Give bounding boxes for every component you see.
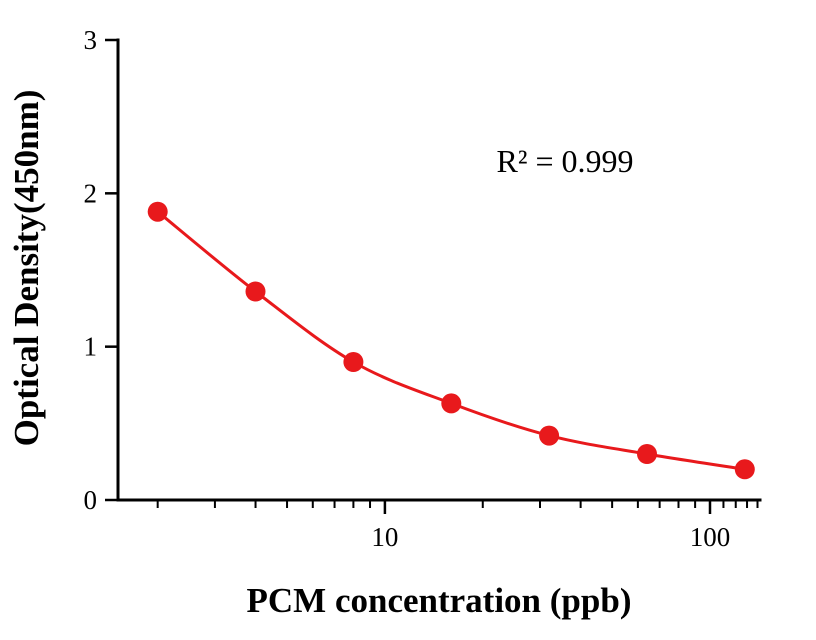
x-tick-label: 100 bbox=[690, 522, 731, 552]
y-tick-label: 0 bbox=[84, 485, 98, 515]
fit-curve bbox=[156, 210, 746, 471]
axes bbox=[116, 38, 762, 502]
y-axis-title: Optical Density(450nm) bbox=[7, 90, 46, 447]
data-point bbox=[539, 425, 560, 446]
y-tick-label: 3 bbox=[84, 25, 98, 55]
x-tick-label: 10 bbox=[371, 522, 398, 552]
data-point bbox=[245, 281, 266, 302]
r-squared-annotation: R² = 0.999 bbox=[497, 143, 634, 179]
data-series bbox=[147, 201, 755, 480]
y-tick-label: 1 bbox=[84, 332, 98, 362]
y-axis-ticks: 0 1 2 3 bbox=[84, 25, 118, 515]
x-axis-title: PCM concentration (ppb) bbox=[247, 581, 632, 620]
data-point bbox=[734, 459, 755, 480]
y-tick-label: 2 bbox=[84, 178, 98, 208]
data-point bbox=[343, 352, 364, 372]
data-point bbox=[441, 393, 462, 414]
data-point bbox=[637, 444, 657, 464]
data-point bbox=[147, 201, 168, 222]
x-axis-ticks: 10 100 bbox=[156, 500, 759, 552]
